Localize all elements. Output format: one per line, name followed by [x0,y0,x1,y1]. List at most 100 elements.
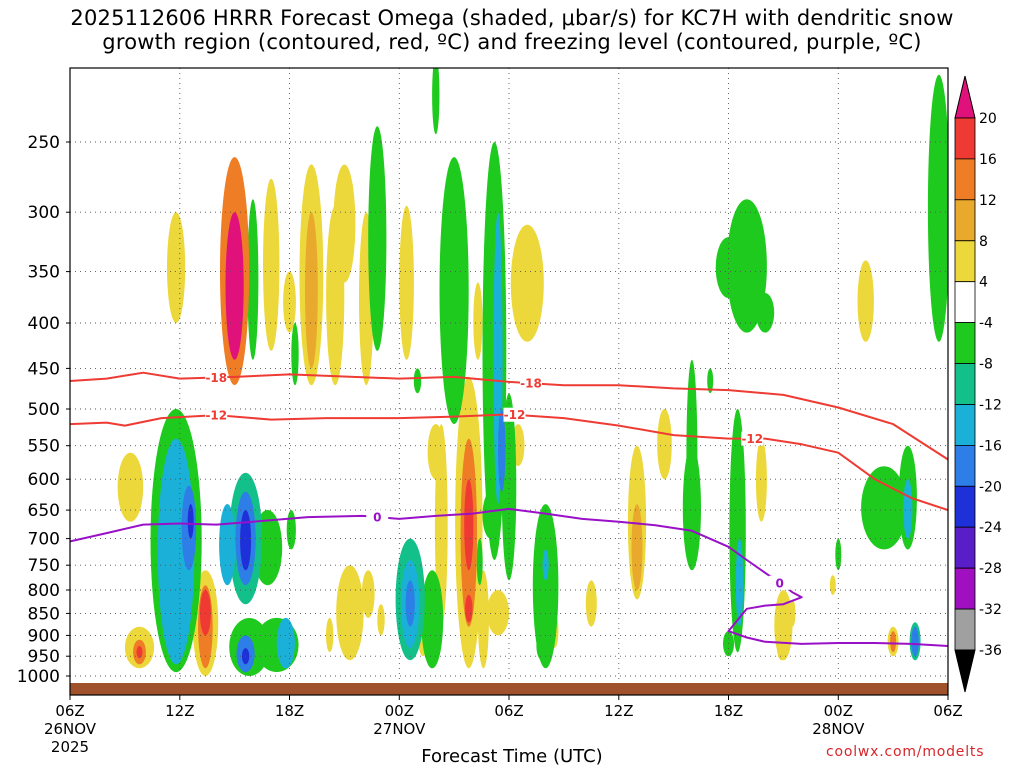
omega-cell [276,617,295,669]
x-tick-label: 06Z [494,702,523,720]
omega-cell [532,504,559,669]
omega-cell [789,599,796,627]
dendritic-contour-label-bg [520,376,542,391]
colorbar-swatch [954,608,976,651]
omega-cell [465,594,473,623]
omega-cell [657,409,672,480]
colorbar-label: -36 [979,643,1002,659]
omega-cell [756,293,775,333]
dendritic-contour-label-bg [205,370,228,385]
x-tick-date: 26NOV [44,720,97,738]
omega-cell [861,466,907,550]
omega-cell [117,452,144,522]
colorbar-swatch [954,526,976,569]
omega-cell [755,438,767,522]
dendritic-contour-label-bg [741,431,764,446]
freezing-contour-line [70,507,948,647]
omega-cell [432,68,440,135]
colorbar-label: -4 [979,316,993,332]
dendritic-contour-line [70,371,948,461]
freezing-contour-label: 0 [373,511,381,525]
omega-cell [434,424,448,627]
y-tick-label: 350 [28,263,60,283]
colorbar-swatch [954,158,976,201]
y-tick-label: 250 [28,133,60,153]
y-tick-label: 550 [28,437,60,457]
x-tick-label: 06Z [933,702,962,720]
x-tick-label: 18Z [275,702,304,720]
x-tick-label: 00Z [385,702,414,720]
colorbar-label: -8 [979,357,993,373]
colorbar-swatch [954,322,976,364]
omega-cell [477,570,489,669]
omega-cell [487,590,509,636]
y-tick-label: 600 [28,470,60,490]
y-tick-label: 650 [28,501,60,521]
omega-cell [476,538,483,586]
dendritic-contour-label: -12 [504,408,526,422]
omega-cell [482,491,499,539]
colorbar-swatch [954,281,976,324]
y-tick-label: 800 [28,581,60,601]
omega-cell [473,282,483,360]
chart-title-line1: 2025112606 HRRR Forecast Omega (shaded, … [70,6,954,30]
omega-cell [305,212,318,369]
omega-cell [413,368,422,394]
omega-cell [631,504,643,591]
omega-cell [726,199,767,333]
omega-cell [247,199,259,360]
omega-cell [240,510,252,571]
colorbar-swatch [954,444,976,487]
colorbar-swatch [954,240,976,283]
omega-cell [857,260,874,342]
y-tick-label: 700 [28,530,60,550]
colorbar-label: 12 [979,193,997,209]
omega-cell [927,74,948,342]
x-tick-date: 27NOV [373,720,426,738]
colorbar-label: -24 [979,520,1002,536]
dendritic-contour-label-bg [503,407,526,422]
x-tick-label: 12Z [604,702,633,720]
omega-cell [336,565,364,661]
omega-cell [225,212,244,360]
y-tick-label: 400 [28,314,60,334]
colorbar-swatch [954,199,976,242]
x-tick-year: 2025 [51,738,89,756]
omega-cell [326,617,334,653]
omega-cell [835,538,842,571]
omega-cell [199,590,211,636]
temperature-contours: -18 -18 -12 -12 -12 0 0 [70,370,948,647]
omega-cell [498,409,506,492]
y-axis: 2503003504004505005506006507007508008509… [17,133,70,687]
omega-cell [501,393,517,581]
omega-cell [286,510,296,550]
omega-cell [167,212,186,323]
freezing-contour-label: 0 [776,576,784,590]
dendritic-contour-line [70,413,948,512]
omega-cell [439,157,469,425]
omega-cell [283,271,296,333]
omega-cell [377,604,385,636]
y-tick-label: 750 [28,556,60,576]
x-tick-label: 00Z [824,702,853,720]
dendritic-contour-label: -18 [205,371,227,385]
terrain-ground [70,683,948,695]
omega-shading [117,68,948,676]
freezing-contour-label-bg [768,575,791,590]
x-tick-label: 12Z [165,702,194,720]
omega-cell [333,164,356,283]
colorbar-swatch [954,404,976,446]
colorbar-label: -12 [979,398,1002,414]
omega-cell [735,538,744,627]
y-tick-label: 300 [28,203,60,223]
x-tick-label: 18Z [714,702,743,720]
colorbar-swatch-bottom [954,649,976,693]
colorbar-swatch [954,363,976,405]
omega-cell [682,445,702,571]
omega-cell [399,205,414,360]
site-credit[interactable]: coolwx.com/modelts [826,744,985,760]
y-tick-label: 900 [28,626,60,646]
omega-cell [911,626,919,657]
